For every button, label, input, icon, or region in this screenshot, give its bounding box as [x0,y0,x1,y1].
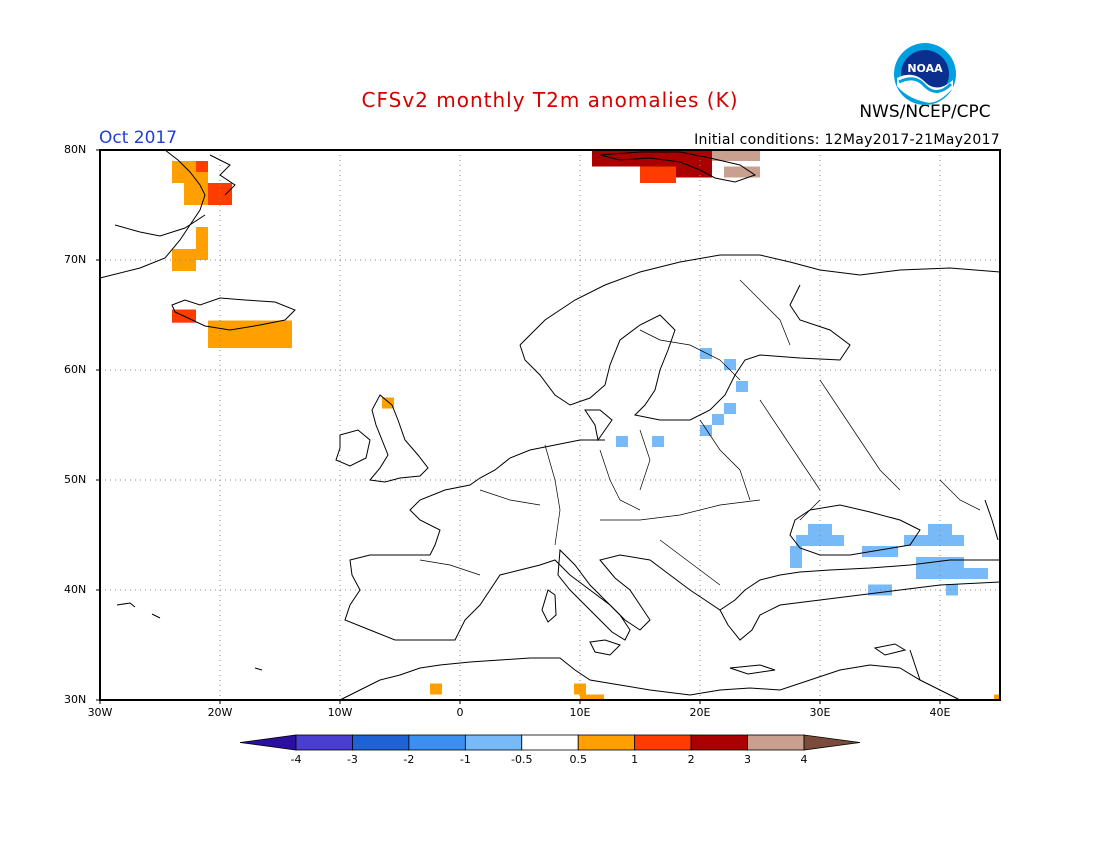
anomaly-cells [172,150,1000,700]
map-title: CFSv2 monthly T2m anomalies (K) [361,88,739,112]
lon-tick-label: 10W [327,706,353,719]
lat-tick-label: 50N [64,473,87,486]
colorbar-swatch [521,734,579,751]
colorbar-swatch [464,734,523,751]
axis-ticks [96,149,941,704]
anomaly-cell [808,524,832,535]
lon-tick-label: 0 [456,706,464,719]
anomaly-cell [196,227,208,249]
lat-tick-label: 40N [64,583,87,596]
anomaly-cell [592,150,640,167]
anomaly-cell [196,161,208,172]
colorbar-swatch [803,734,861,751]
anomaly-cell [196,249,208,260]
colorbar-swatch [352,734,410,751]
anomaly-cell [790,546,802,568]
anomaly-cell [172,249,196,271]
colorbar-tick-label: -2 [403,753,415,766]
colorbar-tick-label: 3 [744,753,752,766]
coastlines [99,149,1001,701]
lon-tick-label: 40E [929,706,951,719]
anomaly-cell [580,694,604,700]
anomaly-cell [652,436,664,447]
colorbar-tick-label: -1 [459,753,471,766]
anomaly-cell [928,524,952,535]
anomaly-cell [724,403,736,414]
colorbar-tick-label: 4 [800,753,808,766]
anomaly-cell [574,683,586,695]
initial-conditions-label: Initial conditions: 12May2017-21May2017 [694,132,1000,148]
colorbar-swatch [747,734,805,751]
anomaly-cell [724,166,760,178]
colorbar-swatch [577,734,636,751]
anomaly-cell [616,436,628,447]
colorbar-tick-label: 2 [687,753,695,766]
lon-tick-label: 30E [809,706,831,719]
anomaly-cell [904,535,964,546]
colorbar-swatch [408,734,466,751]
anomaly-cell [712,414,724,425]
anomaly-cell [640,150,712,167]
anomaly-cell [208,183,232,205]
noaa-logo-text: NOAA [907,62,943,75]
lat-tick-label: 30N [64,693,87,706]
colorbar-tick-label: -0.5 [511,753,533,766]
anomaly-cell [724,359,736,370]
colorbar-tick-label: 0.5 [569,753,587,766]
lon-tick-label: 10E [569,706,591,719]
anomaly-cell [862,546,898,557]
colorbar-swatch [295,734,353,751]
anomaly-cell [220,331,232,343]
anomaly-cell [946,584,958,596]
lon-tick-label: 20W [207,706,233,719]
anomaly-cell [700,425,712,436]
lat-tick-label: 80N [64,143,87,156]
noaa-logo-icon: NOAA [894,43,956,105]
lon-tick-label: 30W [87,706,113,719]
colorbar-swatch [690,734,748,751]
anomaly-cell [994,694,1000,700]
anomaly-cell [676,166,712,178]
lat-tick-label: 60N [64,363,87,376]
map-frame [99,149,1001,701]
anomaly-cell [430,683,442,695]
lat-tick-label: 70N [64,253,87,266]
anomaly-cell [382,397,394,409]
agency-label: NWS/NCEP/CPC [859,102,991,122]
anomaly-cell [952,568,988,579]
anomaly-cell [712,150,760,161]
lon-tick-label: 20E [689,706,711,719]
valid-month-label: Oct 2017 [99,128,178,148]
anomaly-cell [736,381,748,392]
colorbar-tick-label: 1 [631,753,639,766]
colorbar-tick-label: -3 [346,753,358,766]
colorbar-tick-label: -4 [290,753,302,766]
map-gridlines [100,150,1000,700]
anomaly-cell [700,348,712,359]
colorbar-swatch [634,734,692,751]
country-borders [419,279,981,586]
colorbar-swatch [239,734,297,751]
anomaly-cell [640,166,676,183]
